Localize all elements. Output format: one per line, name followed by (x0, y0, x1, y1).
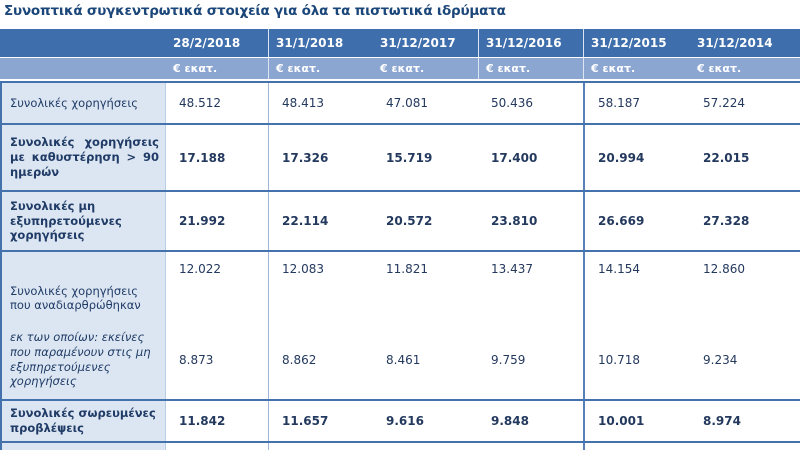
row-label-cell: Συνολικές χορηγήσεις που αναδιαρθρώθηκαν (2, 252, 166, 320)
column-unit: € εκατ. (173, 62, 218, 75)
column-unit: € εκατ. (268, 58, 373, 79)
row-label: Συνολικές χορηγήσεις (10, 95, 138, 110)
column-header-date: 31/12/2016 (478, 29, 583, 57)
value-cell: 12.860 (703, 262, 745, 276)
value-cell: 13.437 (491, 262, 533, 276)
value-cell: 17.188 (179, 150, 226, 165)
row-divider (0, 250, 800, 252)
value-cell: 11.657 (268, 401, 373, 441)
value-cell: 10.718 (583, 320, 690, 399)
value-cell (166, 443, 268, 450)
row-divider (0, 399, 800, 401)
row-label-cell: Συνολικές σωρευμένες προβλέψεις (2, 401, 166, 441)
value-cell: 15.719 (386, 150, 433, 165)
column-unit: € εκατ. (380, 62, 425, 75)
column-header-date: 31/1/2018 (268, 29, 373, 57)
value-cell: 20.572 (386, 214, 433, 228)
table-header-row-units: € εκατ. € εκατ. € εκατ. € εκατ. € εκατ. … (0, 58, 800, 79)
row-divider (0, 81, 800, 83)
value-cell: 48.413 (268, 83, 373, 123)
row-label-cell (2, 443, 166, 450)
row-label: εκ των οποίων: εκείνες που παραμένουν στ… (10, 330, 151, 389)
value-cell: 9.234 (703, 352, 738, 367)
table-row-accumulated-provisions: Συνολικές σωρευμένες προβλέψεις 11.842 1… (0, 401, 800, 441)
value-cell: 14.154 (583, 252, 690, 320)
table-row-non-performing-loans: Συνολικές μη εξυπηρετούμενες χορηγήσεις … (0, 192, 800, 250)
value-cell: 8.461 (386, 352, 421, 367)
value-cell (373, 443, 478, 450)
value-cell: 27.328 (703, 214, 750, 228)
row-label-cell: Συνολικές μη εξυπηρετούμενες χορηγήσεις (2, 192, 166, 250)
column-unit: € εκατ. (478, 58, 583, 79)
value-cell: 26.669 (583, 192, 690, 250)
row-divider (0, 190, 800, 192)
value-cell: 17.400 (491, 150, 538, 165)
header-corner-cell (0, 29, 166, 57)
value-cell: 9.616 (386, 414, 424, 428)
row-label-cell: Συνολικές χορηγήσεις (2, 83, 166, 123)
value-cell (268, 443, 373, 450)
table-row-loans-past-due-90: Συνολικές χορηγήσεις με καθυστέρηση > 90… (0, 125, 800, 190)
value-cell: 20.994 (583, 125, 690, 190)
value-cell (478, 443, 583, 450)
column-header-date: 31/12/2017 (380, 36, 456, 50)
value-cell: 57.224 (703, 96, 745, 110)
value-cell: 12.083 (268, 252, 373, 320)
column-unit: € εκατ. (583, 58, 690, 79)
row-label: Συνολικές χορηγήσεις με καθυστέρηση > 90… (10, 135, 159, 179)
column-header-date: 28/2/2018 (173, 36, 241, 50)
column-unit: € εκατ. (697, 62, 742, 75)
value-cell: 23.810 (491, 214, 538, 228)
row-label: Συνολικές μη εξυπηρετούμενες χορηγήσεις (10, 198, 122, 243)
table-row-total-loans: Συνολικές χορηγήσεις 48.512 48.413 47.08… (0, 83, 800, 123)
value-cell (690, 443, 800, 450)
value-cell: 8.862 (268, 320, 373, 399)
value-cell: 48.512 (179, 96, 221, 110)
value-cell: 22.015 (703, 150, 750, 165)
table-row-restructured-loans: Συνολικές χορηγήσεις που αναδιαρθρώθηκαν… (0, 252, 800, 320)
value-cell: 58.187 (583, 83, 690, 123)
row-label-cell: Συνολικές χορηγήσεις με καθυστέρηση > 90… (2, 125, 166, 190)
summary-table: 28/2/2018 31/1/2018 31/12/2017 31/12/201… (0, 29, 800, 450)
value-cell: 22.114 (268, 192, 373, 250)
value-cell: 11.842 (179, 414, 226, 428)
value-cell (583, 443, 690, 450)
row-label: Συνολικές σωρευμένες προβλέψεις (10, 406, 156, 435)
value-cell: 47.081 (386, 96, 428, 110)
row-divider (0, 123, 800, 125)
value-cell: 11.821 (386, 262, 428, 276)
page-title: Συνοπτικά συγκεντρωτικά στοιχεία για όλα… (4, 3, 506, 19)
table-row-of-which-still-npl: εκ των οποίων: εκείνες που παραμένουν στ… (0, 320, 800, 399)
value-cell: 8.873 (179, 352, 214, 367)
column-header-date: 31/12/2014 (697, 36, 773, 50)
value-cell: 9.848 (491, 414, 529, 428)
row-divider (0, 441, 800, 443)
column-header-date: 31/12/2015 (583, 29, 690, 57)
value-cell: 50.436 (491, 96, 533, 110)
row-label: Συνολικές χορηγήσεις που αναδιαρθρώθηκαν (10, 283, 141, 313)
value-cell: 21.992 (179, 214, 226, 228)
table-row-partial (0, 443, 800, 450)
value-cell: 10.001 (583, 401, 690, 441)
table-header-row-dates: 28/2/2018 31/1/2018 31/12/2017 31/12/201… (0, 29, 800, 57)
value-cell: 12.022 (179, 262, 221, 276)
unit-corner-cell (0, 58, 166, 79)
value-cell: 8.974 (703, 414, 741, 428)
row-label-cell: εκ των οποίων: εκείνες που παραμένουν στ… (2, 320, 166, 399)
value-cell: 9.759 (491, 352, 526, 367)
value-cell: 17.326 (268, 125, 373, 190)
